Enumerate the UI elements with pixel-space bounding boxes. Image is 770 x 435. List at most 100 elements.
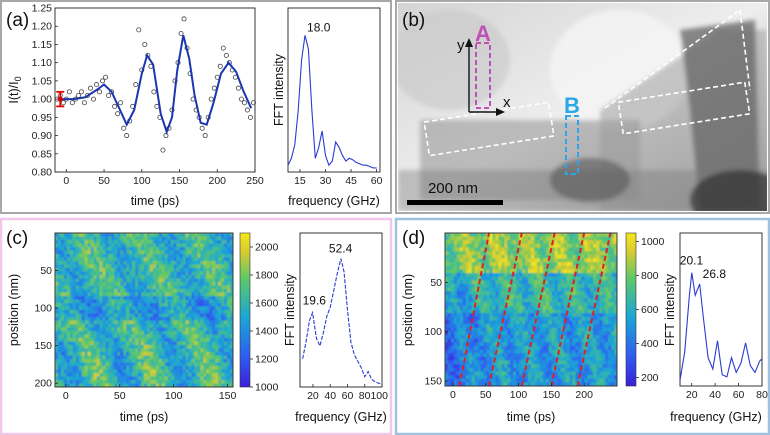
panel-d-fft-xlabel: frequency (GHz) xyxy=(670,410,762,424)
panel-a-y-tick-label: 1.15 xyxy=(32,39,53,51)
sem-scalebar-label: 200 nm xyxy=(428,180,478,197)
panel-d-x-tick-label: 100 xyxy=(510,389,528,401)
panel-a-data-point xyxy=(90,96,96,102)
panel-c-x-tick-label: 50 xyxy=(114,390,126,402)
panel-a-x-tick-label: 100 xyxy=(133,175,151,187)
panel-a-fft-x-tick-label: 60 xyxy=(371,175,383,187)
panel-a-fft-x-tick-label: 15 xyxy=(294,175,306,187)
panel-c-colorbar-tick-label: 1200 xyxy=(255,354,279,366)
panel-a-data-point xyxy=(78,89,84,95)
panel-c-fft-line xyxy=(302,258,383,385)
panel-a-y-tick-label: 0.85 xyxy=(32,148,53,160)
panel-c-fft-x-tick-label: 80100 xyxy=(359,390,388,402)
panel-a-data-point xyxy=(97,89,103,95)
panel-a-fit-line xyxy=(58,35,253,135)
panel-c-fft-ylabel: FFT intensity xyxy=(283,273,297,346)
panel-d-colorbar-tick-label: 200 xyxy=(641,372,659,384)
panel-c-x-tick-label: 0 xyxy=(63,390,69,402)
panel-d-y-tick-label: 150 xyxy=(424,376,442,388)
panel-d-xlabel: time (ps) xyxy=(507,410,556,424)
panel-a-data-point xyxy=(118,100,124,106)
panel-a-x-tick-label: 0 xyxy=(63,175,69,187)
sem-axis-x-label: x xyxy=(503,94,511,111)
panel-a-y-tick-label: 1.25 xyxy=(32,3,53,15)
panel-d-label: (d) xyxy=(402,228,425,249)
panel-d-fft-x-ticks: 20 40 60 80 xyxy=(686,383,768,401)
panel-d-fringe-line xyxy=(488,233,523,386)
panel-d-heatmap-frame xyxy=(444,232,618,387)
panel-a-ylabel: I(t)/I0 xyxy=(7,76,23,103)
panel-a-data-point xyxy=(115,111,121,117)
panel-d-fft-peak-label-2: 26.8 xyxy=(703,267,727,281)
panel-a-fft-frame xyxy=(287,7,381,173)
panel-d-x-ticks: 0 50 100 150 200 xyxy=(450,383,593,401)
panel-d-colorbar-tick-label: 600 xyxy=(641,304,659,316)
panel-d-colorbar-tick-label: 400 xyxy=(641,338,659,350)
panel-c-ylabel: position (nm) xyxy=(7,274,21,346)
panel-a-fft-x-ticks: 15 30 45 60 xyxy=(294,169,383,187)
panel-a-data-point xyxy=(244,107,250,113)
panel-d-colorbar-tick-label: 1000 xyxy=(641,236,665,248)
panel-a-data-point xyxy=(142,41,148,47)
panel-a-fft-xlabel: frequency (GHz) xyxy=(288,194,380,208)
sem-marker-B-box xyxy=(565,115,579,175)
panel-d-x-tick-label: 200 xyxy=(575,389,593,401)
panel-c-colorbar-tick-label: 1400 xyxy=(255,326,279,338)
panel-a-data-point xyxy=(103,74,109,80)
panel-a-data-point xyxy=(136,27,142,33)
panel-d-fringe-line xyxy=(550,233,586,386)
panel-a-data-point xyxy=(60,100,66,106)
panel-a-y-tick-label: 0.95 xyxy=(32,112,53,124)
panel-c-colorbar xyxy=(239,232,251,388)
panel-d-ylabel: position (nm) xyxy=(401,274,415,346)
panel-a-data-point xyxy=(247,114,253,120)
panel-a-x-tick-label: 200 xyxy=(208,175,226,187)
panel-a-fft-x-tick-label: 30 xyxy=(320,175,332,187)
panel-a-data-point xyxy=(124,133,130,139)
panel-c-x-tick-label: 100 xyxy=(165,390,183,402)
panel-c-fft-x-tick-label: 60 xyxy=(342,390,354,402)
panel-c-y-tick-label: 50 xyxy=(40,265,52,277)
sem-axis-y-label: y xyxy=(457,37,465,54)
panel-d-fringe-lines xyxy=(458,233,612,386)
panel-a-fft-peak-label: 18.0 xyxy=(307,20,331,34)
panel-c-fft-x-tick-label: 40 xyxy=(324,390,336,402)
panel-d-heatmap xyxy=(445,233,617,386)
panel-d-colorbar-tick-label: 800 xyxy=(641,270,659,282)
panel-a-data-point xyxy=(100,78,106,84)
panel-d-fft-frame xyxy=(679,232,763,387)
panel-d-x-tick-label: 50 xyxy=(480,389,492,401)
panel-a-data-point xyxy=(181,16,187,22)
panel-a-error-bar xyxy=(56,90,65,108)
panel-c-fft-frame xyxy=(299,232,383,388)
panel-a-y-tick-label: 1.00 xyxy=(32,94,53,106)
panel-a-fft-ylabel: FFT intensity xyxy=(272,53,286,126)
panel-c: (c) 0 50 100 150 50 100 150 200 time (ps) posi… xyxy=(6,228,388,424)
panel-b-border xyxy=(395,0,770,214)
panel-a-y-tick-label: 1.10 xyxy=(32,57,53,69)
panel-c-y-tick-label: 100 xyxy=(34,303,52,315)
panel-a-data-point xyxy=(112,103,118,109)
panel-c-y-ticks: 50 100 150 200 xyxy=(34,265,58,390)
panel-d-colorbar xyxy=(625,232,637,387)
panel-d-fft-x-tick-label: 40 xyxy=(709,389,721,401)
panel-a-x-tick-label: 50 xyxy=(98,175,110,187)
panel-b: A B y x 200 nm (b) xyxy=(398,3,767,211)
sem-marker-A-label: A xyxy=(475,21,491,46)
panel-d-y-ticks: 50 100 150 xyxy=(424,277,448,388)
panel-a: (a) 0 50 100 150 200 250 0.80 0.85 0.90 0.95 1.00… xyxy=(6,3,383,209)
panel-a-y-ticks: 0.80 0.85 0.90 0.95 1.00 1.05 1.10 1.15 1.20 1.25 xyxy=(32,3,58,179)
sem-marker-B-label: B xyxy=(564,93,580,118)
panel-d-y-tick-label: 50 xyxy=(430,277,442,289)
panel-a-data-point xyxy=(220,45,226,51)
panel-a-xlabel: time (ps) xyxy=(131,194,180,208)
panel-c-fft-xlabel: frequency (GHz) xyxy=(295,410,387,424)
panel-c-x-tick-label: 150 xyxy=(219,390,237,402)
panel-c-colorbar-tick-label: 2000 xyxy=(255,242,279,254)
panel-a-data-point xyxy=(151,89,157,95)
sem-scalebar xyxy=(407,200,503,205)
panel-c-fft-peak-label-2: 52.4 xyxy=(329,242,353,256)
panel-d-x-tick-label: 0 xyxy=(450,389,456,401)
panel-a-y-tick-label: 0.90 xyxy=(32,130,53,142)
panel-d-fft-x-tick-label: 20 xyxy=(686,389,698,401)
